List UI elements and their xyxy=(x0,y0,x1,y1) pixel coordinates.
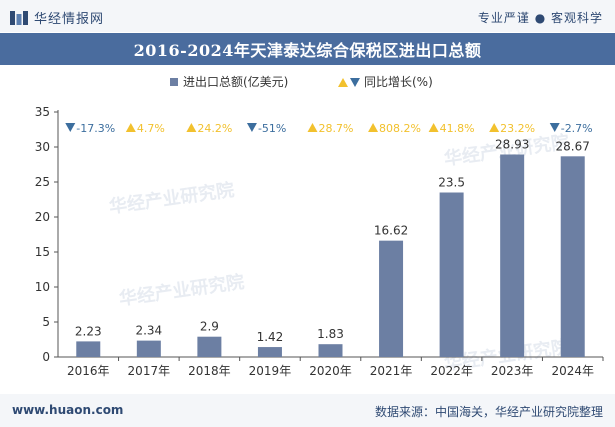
y-tick-label-1: 5 xyxy=(42,315,50,329)
x-tick-label-1: 2017年 xyxy=(128,364,171,378)
x-tick-label-8: 2024年 xyxy=(551,364,594,378)
bar-4 xyxy=(318,344,343,357)
y-tick-label-7: 35 xyxy=(35,105,50,119)
growth-label-4: 28.7% xyxy=(319,122,354,135)
x-tick-label-2: 2018年 xyxy=(188,364,231,378)
growth-labels: -17.3% 4.7% 24.2% -51% 28.7% 808.2% 41.8% 23.2%… xyxy=(65,122,593,135)
bar-value-label-3: 1.42 xyxy=(257,330,284,344)
growth-down-icon-8 xyxy=(549,123,560,132)
growth-up-icon-2 xyxy=(186,123,197,132)
growth-label-8: -2.7% xyxy=(561,122,593,135)
y-tick-label-3: 15 xyxy=(35,245,50,259)
growth-up-icon-1 xyxy=(125,123,136,132)
bar-value-label-5: 16.62 xyxy=(374,224,408,238)
brand-name: 华经情报网 xyxy=(34,12,105,27)
footer-website[interactable]: www.huaon.com xyxy=(12,403,124,417)
legend: 进出口总额(亿美元) 同比增长(%) xyxy=(170,74,433,89)
bar-7 xyxy=(500,154,525,357)
legend-bar-label: 进出口总额(亿美元) xyxy=(183,74,288,89)
bar-2 xyxy=(197,336,222,357)
growth-up-icon-4 xyxy=(307,123,318,132)
bar-value-label-2: 2.9 xyxy=(200,320,219,334)
brand[interactable]: 华经情报网 xyxy=(10,8,104,27)
legend-growth-label: 同比增长(%) xyxy=(364,75,433,89)
x-tick-label-5: 2021年 xyxy=(370,364,413,378)
bar-1 xyxy=(136,340,161,357)
tagline: 专业严谨 ● 客观科学 xyxy=(477,11,603,25)
top-bar: 华经情报网 专业严谨 ● 客观科学 xyxy=(0,0,615,32)
x-tick-label-0: 2016年 xyxy=(67,364,110,378)
y-tick-label-0: 0 xyxy=(42,350,50,364)
watermark-1: 华经产业研究院 xyxy=(118,271,246,310)
title-bar: 2016-2024年天津泰达综合保税区进出口总额 xyxy=(0,33,615,65)
growth-label-5: 808.2% xyxy=(379,122,421,135)
x-tick-label-3: 2019年 xyxy=(249,364,292,378)
bar-8 xyxy=(560,156,585,357)
y-tick-label-6: 30 xyxy=(35,140,50,154)
bars: 2.23 2016年 2.34 2017年 2.9 2018年 1.42 2019年 1.83 2… xyxy=(67,137,604,378)
y-tick-label-4: 20 xyxy=(35,210,50,224)
footer-source: 数据来源：中国海关，华经产业研究院整理 xyxy=(374,405,603,419)
x-tick-label-6: 2022年 xyxy=(430,364,473,378)
growth-label-0: -17.3% xyxy=(76,122,115,135)
growth-down-icon-3 xyxy=(246,123,257,132)
brand-logo-icon xyxy=(10,10,28,25)
legend-bar-swatch xyxy=(170,78,178,86)
bar-0 xyxy=(76,341,101,357)
y-tick-label-5: 25 xyxy=(35,175,50,189)
bar-value-label-8: 28.67 xyxy=(556,139,590,153)
x-tick-label-4: 2020年 xyxy=(309,364,352,378)
growth-label-3: -51% xyxy=(258,122,286,135)
growth-label-7: 23.2% xyxy=(500,122,535,135)
legend-up-icon xyxy=(338,78,348,87)
growth-up-icon-6 xyxy=(428,123,439,132)
bar-6 xyxy=(439,192,464,357)
growth-down-icon-0 xyxy=(65,123,76,132)
bar-5 xyxy=(379,240,404,357)
bar-value-label-6: 23.5 xyxy=(438,176,465,190)
bar-value-label-0: 2.23 xyxy=(75,324,102,338)
growth-up-icon-7 xyxy=(489,123,500,132)
bar-value-label-7: 28.93 xyxy=(495,137,529,151)
y-tick-label-2: 10 xyxy=(35,280,50,294)
bar-value-label-1: 2.34 xyxy=(135,324,162,338)
bar-value-label-4: 1.83 xyxy=(317,327,344,341)
chart: 华经产业研究院华经产业研究院华经产业研究院华经产业研究院 进出口总额(亿美元) … xyxy=(35,74,604,378)
footer: www.huaon.com 数据来源：中国海关，华经产业研究院整理 xyxy=(0,394,615,427)
legend-down-icon xyxy=(350,78,360,87)
x-tick-label-7: 2023年 xyxy=(491,364,534,378)
growth-up-icon-5 xyxy=(368,123,379,132)
growth-label-2: 24.2% xyxy=(197,122,232,135)
chart-title: 2016-2024年天津泰达综合保税区进出口总额 xyxy=(133,41,482,60)
growth-label-1: 4.7% xyxy=(137,122,165,135)
bar-3 xyxy=(257,347,282,357)
watermark-0: 华经产业研究院 xyxy=(108,179,236,218)
growth-label-6: 41.8% xyxy=(440,122,475,135)
